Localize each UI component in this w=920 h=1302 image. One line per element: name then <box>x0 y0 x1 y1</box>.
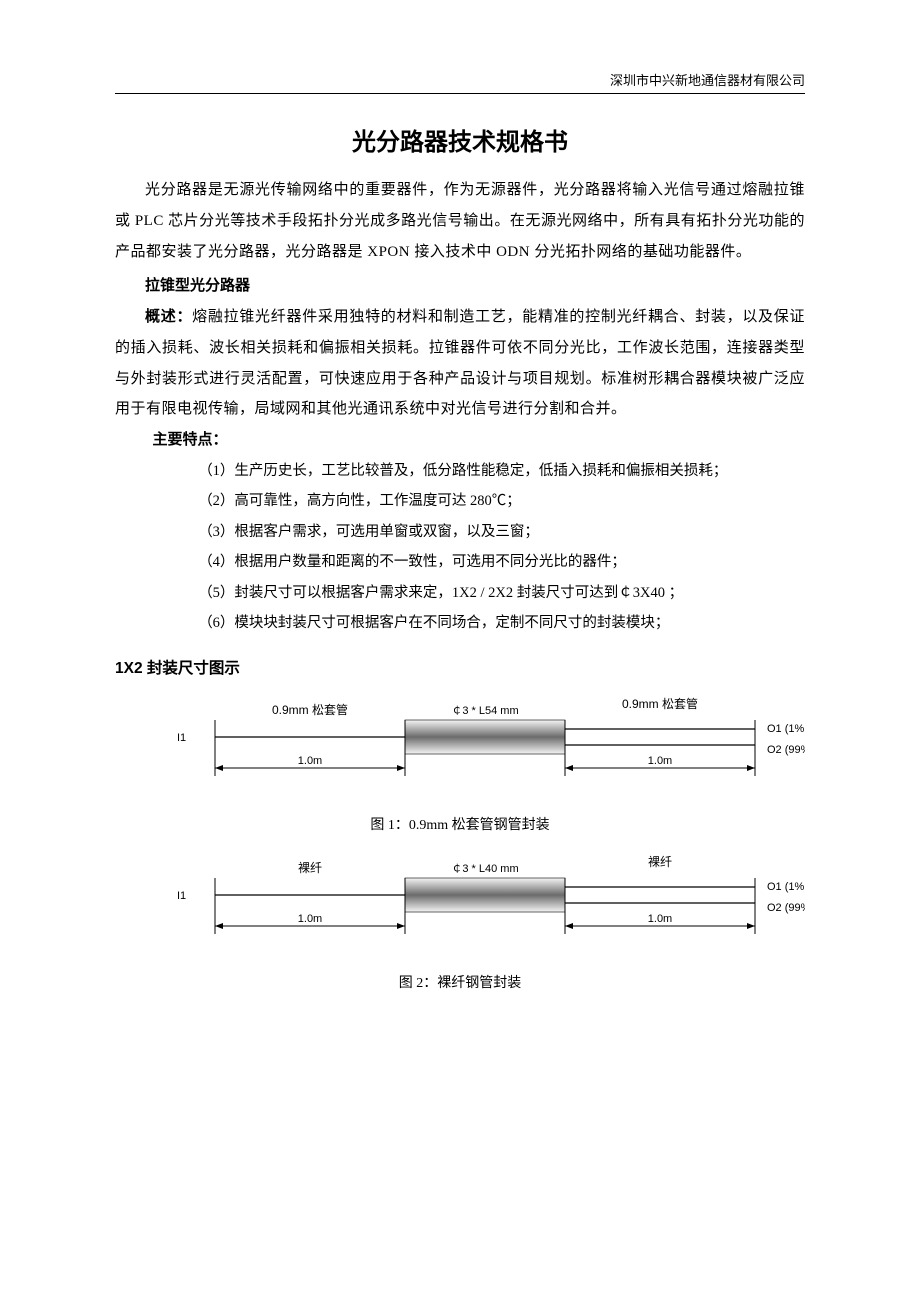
svg-text:￠3 * L54 mm: ￠3 * L54 mm <box>451 704 518 717</box>
feature-list: （1）生产历史长，工艺比较普及，低分路性能稳定，低插入损耗和偏振相关损耗； （2… <box>198 456 805 639</box>
overview-body: 熔融拉锥光纤器件采用独特的材料和制造工艺，能精准的控制光纤耦合、封装，以及保证的… <box>115 309 805 417</box>
svg-text:裸纤: 裸纤 <box>648 854 672 869</box>
intro-paragraph: 光分路器是无源光传输网络中的重要器件，作为无源器件，光分路器将输入光信号通过熔融… <box>115 175 805 267</box>
svg-text:1.0m: 1.0m <box>648 913 672 925</box>
svg-text:1.0m: 1.0m <box>648 755 672 767</box>
figure-2-diagram: 裸纤 裸纤 ￠3 * L40 mm 1.0m 1.0m I1 O1 (1% ) O2 (99%… <box>115 854 805 944</box>
feature-item: （6）模块块封装尺寸可根据客户在不同场合，定制不同尺寸的封装模块； <box>198 608 805 638</box>
feature-item: （4）根据用户数量和距离的不一致性，可选用不同分光比的器件； <box>198 547 805 577</box>
figure-2-caption: 图 2：裸纤钢管封装 <box>115 972 805 992</box>
svg-text:O2 (99% ): O2 (99% ) <box>767 744 805 756</box>
company-name: 深圳市中兴新地通信器材有限公司 <box>610 73 805 88</box>
feature-item: （5）封装尺寸可以根据客户需求来定，1X2 / 2X2 封装尺寸可达到￠3X40… <box>198 578 805 608</box>
feature-item: （3）根据客户需求，可选用单窗或双窗，以及三窗； <box>198 517 805 547</box>
feature-item: （2）高可靠性，高方向性，工作温度可达 280℃； <box>198 486 805 516</box>
figure-2-svg: 裸纤 裸纤 ￠3 * L40 mm 1.0m 1.0m I1 O1 (1% ) O2 (99%… <box>115 854 805 950</box>
svg-text:￠3 * L40 mm: ￠3 * L40 mm <box>451 862 518 875</box>
figure-1-diagram: 0.9mm 松套管 0.9mm 松套管 ￠3 * L54 mm 1.0m 1.0m I1 O… <box>115 696 805 786</box>
svg-text:1.0m: 1.0m <box>298 913 322 925</box>
svg-text:O1 (1% ): O1 (1% ) <box>767 723 805 735</box>
feature-item: （1）生产历史长，工艺比较普及，低分路性能稳定，低插入损耗和偏振相关损耗； <box>198 456 805 486</box>
svg-text:I1: I1 <box>177 890 186 902</box>
svg-text:裸纤: 裸纤 <box>298 860 322 875</box>
overview-label: 概述： <box>145 308 192 325</box>
svg-text:O2 (99% ): O2 (99% ) <box>767 902 805 914</box>
doc-title: 光分路器技术规格书 <box>115 122 805 157</box>
svg-text:O1 (1% ): O1 (1% ) <box>767 881 805 893</box>
page-header: 深圳市中兴新地通信器材有限公司 <box>115 70 805 94</box>
svg-text:0.9mm 松套管: 0.9mm 松套管 <box>622 696 698 711</box>
svg-text:1.0m: 1.0m <box>298 755 322 767</box>
section-1x2-title: 1X2 封装尺寸图示 <box>115 656 805 678</box>
figure-1-caption: 图 1：0.9mm 松套管钢管封装 <box>115 814 805 834</box>
figure-1-svg: 0.9mm 松套管 0.9mm 松套管 ￠3 * L54 mm 1.0m 1.0m I1 O… <box>115 696 805 792</box>
overview-paragraph: 概述：熔融拉锥光纤器件采用独特的材料和制造工艺，能精准的控制光纤耦合、封装，以及… <box>115 302 805 425</box>
svg-text:0.9mm 松套管: 0.9mm 松套管 <box>272 702 348 717</box>
section-taper-title: 拉锥型光分路器 <box>115 271 805 302</box>
features-title: 主要特点： <box>115 425 805 456</box>
svg-text:I1: I1 <box>177 732 186 744</box>
